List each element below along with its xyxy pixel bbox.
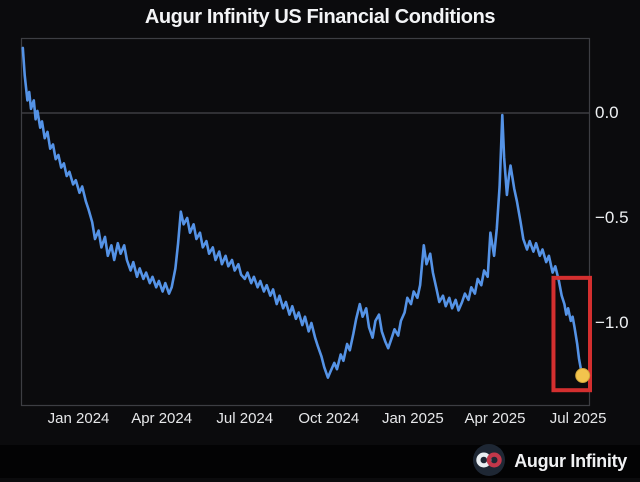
series-line (21, 46, 584, 379)
y-tick-label: −1.0 (595, 313, 629, 332)
y-tick-label: 0.0 (595, 103, 619, 122)
infinity-right-loop (486, 452, 502, 468)
brand-footer: Augur Infinity (0, 443, 640, 478)
end-dot (575, 368, 591, 383)
x-tick-label: Jan 2025 (381, 410, 444, 427)
x-tick-label: Apr 2025 (464, 410, 526, 427)
chart-title: Augur Infinity US Financial Conditions (144, 6, 496, 28)
x-tick-label: Jan 2024 (47, 410, 110, 427)
x-tick-label: Oct 2024 (298, 410, 360, 427)
infinity-icon (473, 444, 506, 476)
highlight-box (551, 275, 593, 393)
y-tick-label: −0.5 (595, 208, 629, 227)
augur-infinity-logo (472, 443, 506, 477)
brand-name: Augur Infinity (514, 451, 627, 471)
line-chart (20, 37, 593, 407)
plot-border (20, 37, 591, 407)
x-tick-label: Apr 2024 (131, 410, 193, 427)
x-tick-label: Jul 2024 (216, 410, 274, 427)
x-tick-label: Jul 2025 (549, 410, 607, 427)
